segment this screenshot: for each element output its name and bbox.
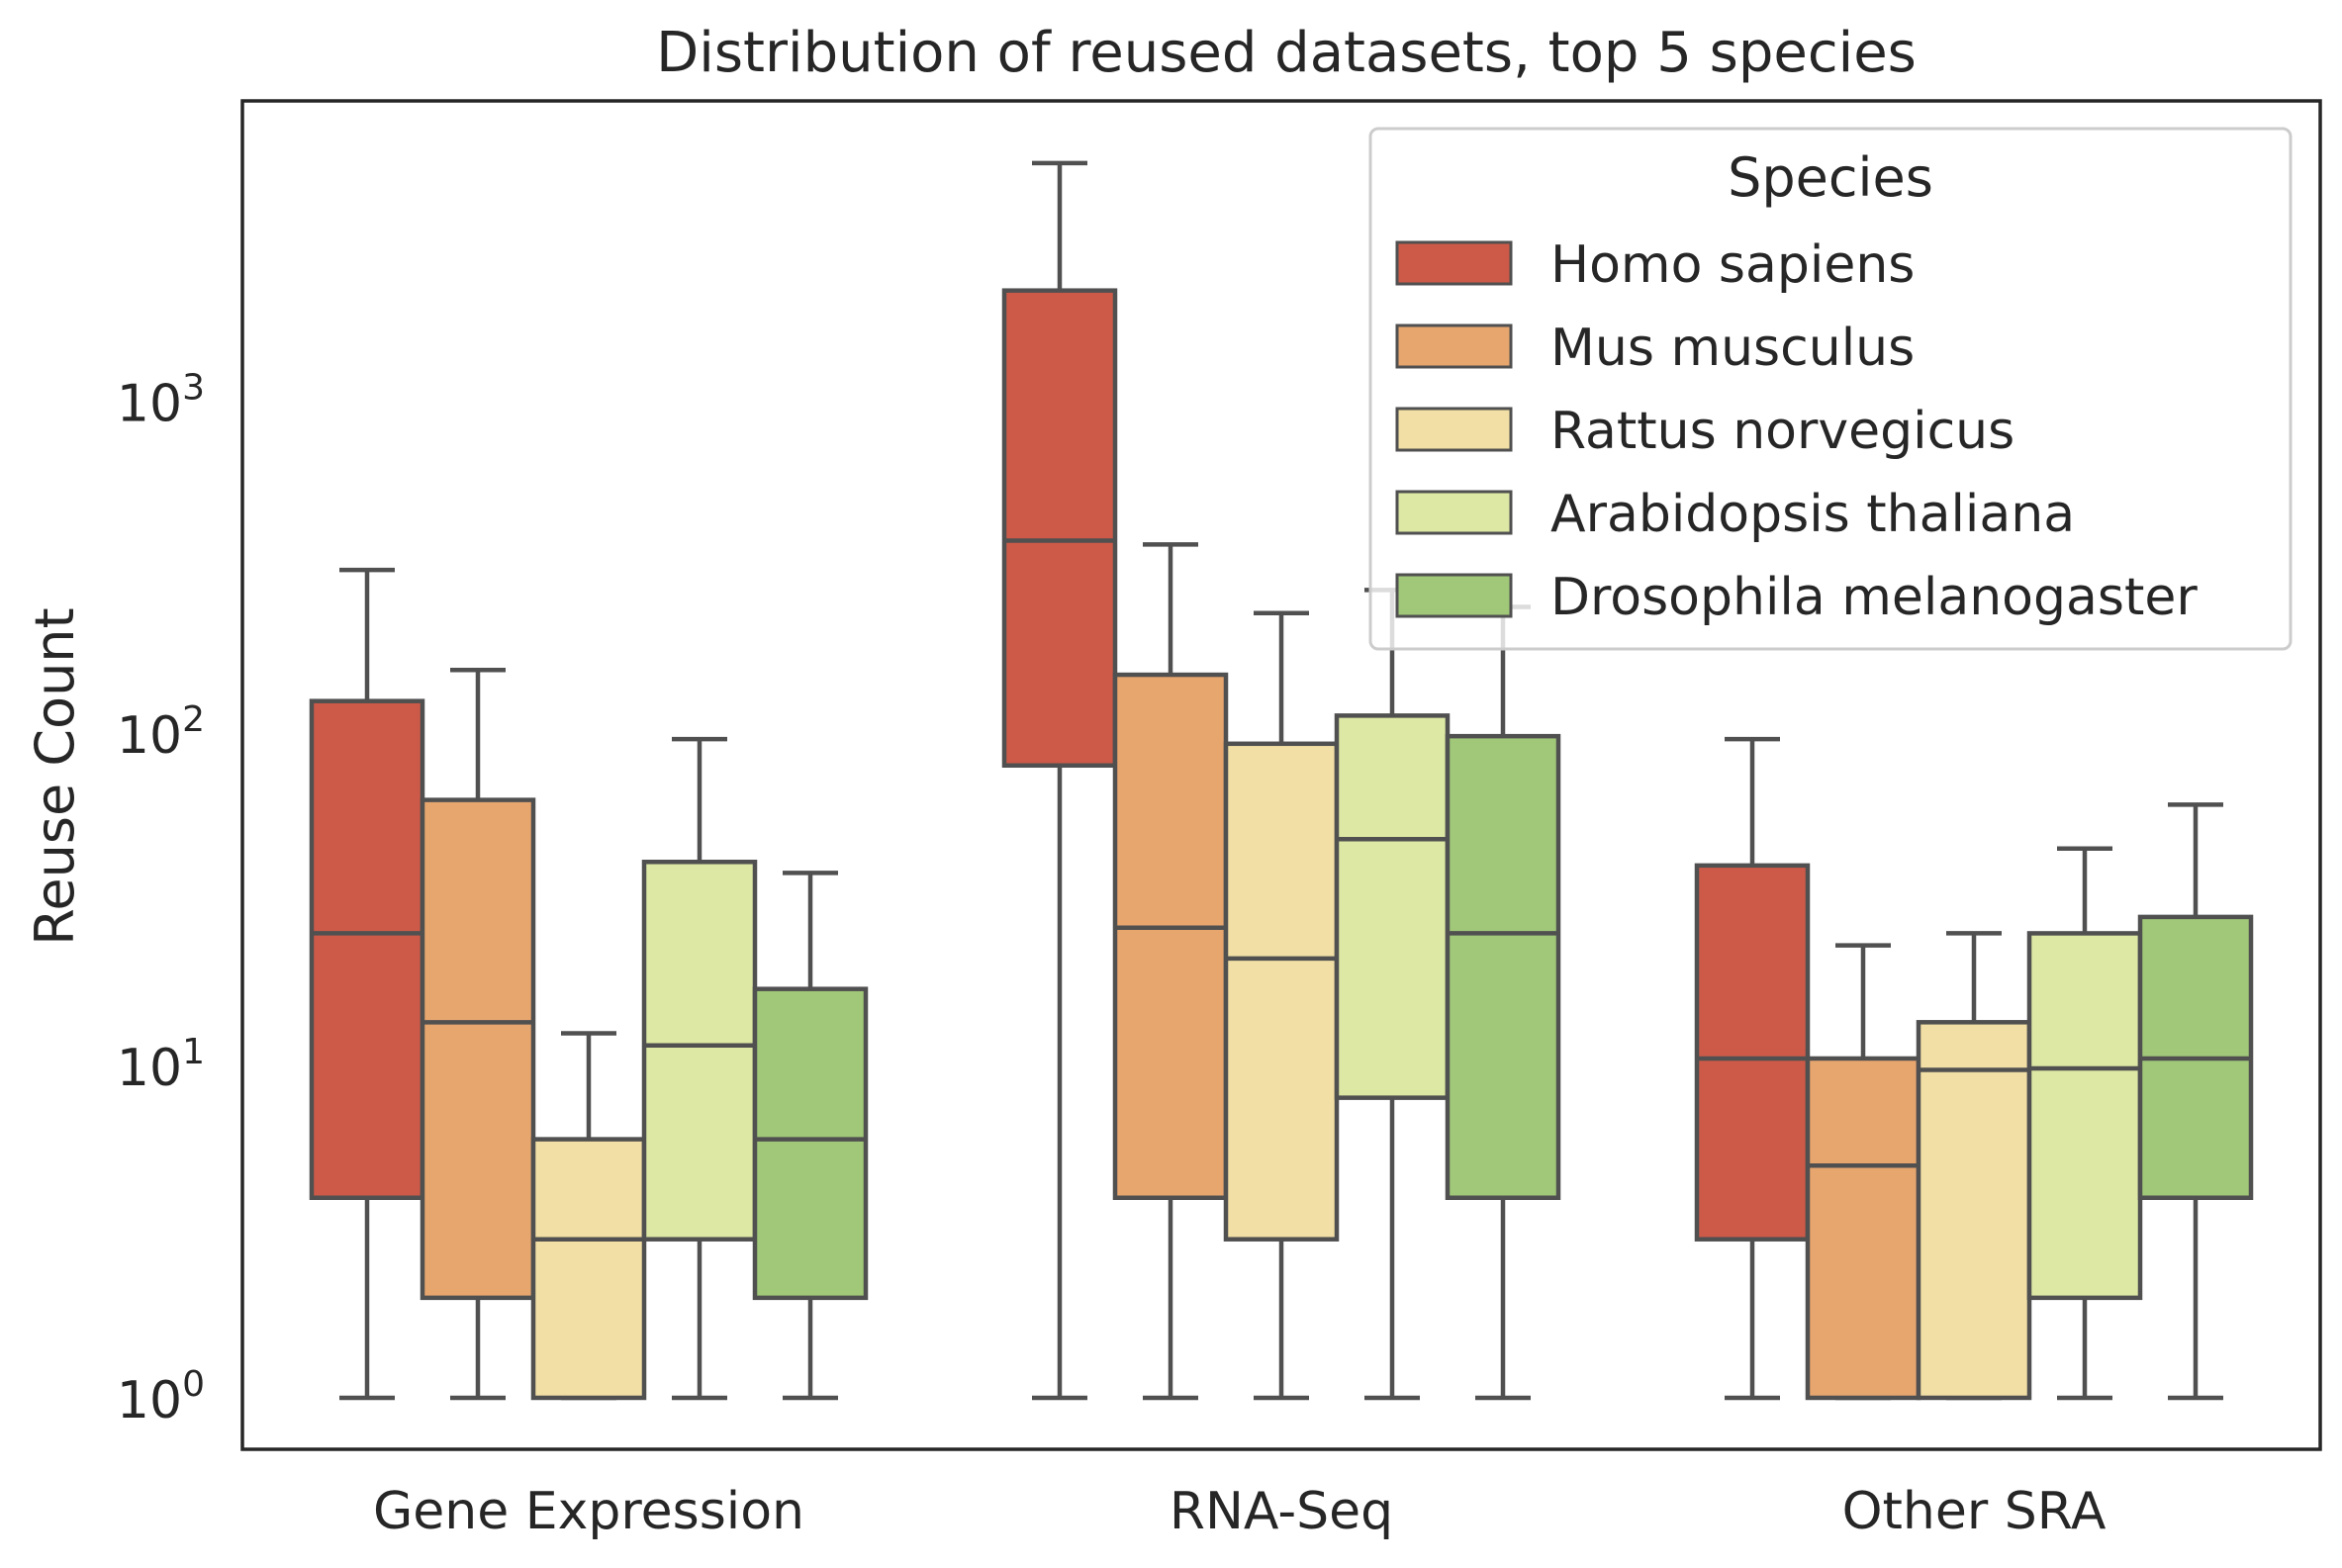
box-arabidopsis-thaliana-rna-seq xyxy=(1334,588,1451,1401)
box-body xyxy=(420,797,536,1301)
box-homo-sapiens-gene-expression xyxy=(309,567,425,1401)
box-rattus-norvegicus-gene-expression xyxy=(530,1031,647,1401)
legend: Species Homo sapiens Mus musculus Rattus no… xyxy=(1368,127,2293,651)
box-rattus-norvegicus-rna-seq xyxy=(1223,610,1340,1401)
legend-swatch xyxy=(1395,407,1513,452)
box-body xyxy=(1445,733,1561,1201)
x-tick-label: RNA-Seq xyxy=(1170,1482,1393,1541)
legend-item-drosophila-melanogaster: Drosophila melanogaster xyxy=(1395,568,2198,627)
box-body xyxy=(309,698,425,1201)
y-tick-exponent: 2 xyxy=(182,699,205,740)
box-body xyxy=(530,1137,647,1401)
box-body xyxy=(1916,1020,2032,1401)
legend-swatch xyxy=(1395,490,1513,535)
x-tick-label: Other SRA xyxy=(1842,1482,2107,1541)
legend-item-rattus-norvegicus: Rattus norvegicus xyxy=(1395,402,2014,461)
y-tick-label: 101 xyxy=(117,1032,205,1098)
legend-title: Species xyxy=(1728,146,1933,209)
legend-swatch xyxy=(1395,573,1513,618)
box-body xyxy=(1694,863,1811,1242)
legend-item-mus-musculus: Mus musculus xyxy=(1395,319,1915,378)
legend-item-arabidopsis-thaliana: Arabidopsis thaliana xyxy=(1395,485,2075,544)
y-tick-exponent: 0 xyxy=(182,1364,205,1405)
box-body xyxy=(1334,713,1451,1100)
box-drosophila-melanogaster-gene-expression xyxy=(752,871,869,1401)
box-drosophila-melanogaster-rna-seq xyxy=(1445,604,1561,1401)
box-body xyxy=(1001,288,1118,769)
legend-frame xyxy=(1368,127,2293,651)
box-body xyxy=(752,986,869,1301)
legend-label: Drosophila melanogaster xyxy=(1550,568,2198,627)
box-body xyxy=(2026,931,2143,1301)
box-drosophila-melanogaster-other-sra xyxy=(2137,802,2254,1401)
box-body xyxy=(1223,741,1340,1242)
box-arabidopsis-thaliana-other-sra xyxy=(2026,846,2143,1401)
plot-area-frame xyxy=(240,99,2322,1451)
boxes-group xyxy=(309,160,2254,1401)
box-body xyxy=(641,860,758,1242)
box-mus-musculus-rna-seq xyxy=(1112,542,1229,1401)
legend-swatch xyxy=(1395,240,1513,286)
y-tick-exponent: 3 xyxy=(182,367,205,408)
legend-label: Mus musculus xyxy=(1550,319,1915,378)
box-body xyxy=(1805,1056,1921,1401)
y-tick-exponent: 1 xyxy=(182,1032,205,1072)
box-homo-sapiens-rna-seq xyxy=(1001,160,1118,1401)
legend-swatch xyxy=(1395,323,1513,369)
y-tick-base: 10 xyxy=(117,374,182,433)
y-tick-label: 102 xyxy=(117,699,205,766)
box-rattus-norvegicus-other-sra xyxy=(1916,931,2032,1401)
legend-label: Arabidopsis thaliana xyxy=(1550,485,2075,544)
x-tick-label: Gene Expression xyxy=(373,1482,804,1541)
y-tick-label: 100 xyxy=(117,1364,205,1430)
y-tick-base: 10 xyxy=(117,706,182,766)
legend-label: Homo sapiens xyxy=(1550,235,1915,295)
box-arabidopsis-thaliana-gene-expression xyxy=(641,736,758,1401)
chart-title: Distribution of reused datasets, top 5 s… xyxy=(656,21,1917,85)
legend-item-homo-sapiens: Homo sapiens xyxy=(1395,235,1915,295)
box-mus-musculus-gene-expression xyxy=(420,668,536,1401)
y-tick-base: 10 xyxy=(117,1371,182,1430)
y-tick-base: 10 xyxy=(117,1039,182,1098)
y-tick-label: 103 xyxy=(117,367,205,433)
legend-label: Rattus norvegicus xyxy=(1550,402,2014,461)
y-axis-label: Reuse Count xyxy=(24,607,86,945)
box-body xyxy=(1112,672,1229,1201)
box-homo-sapiens-other-sra xyxy=(1694,736,1811,1401)
